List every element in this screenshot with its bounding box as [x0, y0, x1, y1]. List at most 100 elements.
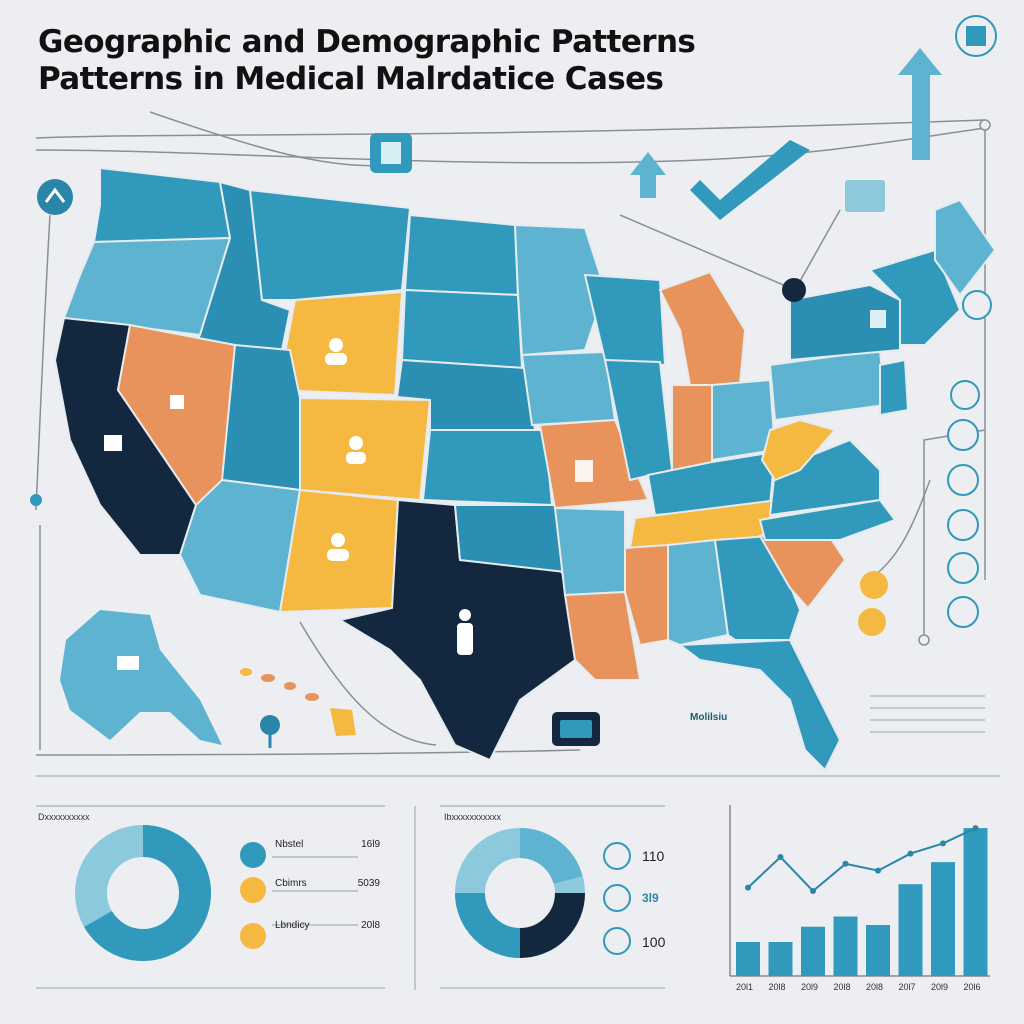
state-ks [421, 429, 554, 507]
legend-value: 16l9 [361, 839, 380, 850]
chat-icon [845, 180, 885, 212]
arrow-up-icon [37, 179, 73, 215]
checkmark-icon [690, 140, 810, 220]
alaska [60, 610, 222, 745]
warning-icon [240, 923, 266, 949]
state-ia [520, 350, 617, 427]
legend-value: 20l8 [361, 920, 380, 931]
xtick-label: 20l8 [833, 982, 851, 992]
bar-0 [736, 942, 760, 976]
arrow-up-icon [630, 152, 666, 198]
trend-point-0 [745, 884, 751, 891]
hawaii [240, 668, 356, 736]
legend-value: 100 [642, 934, 666, 950]
stethoscope-icon [240, 842, 266, 868]
bell-icon [603, 927, 631, 955]
xtick-label: 20l1 [736, 982, 754, 992]
coin-icon [860, 571, 888, 599]
location-dot [782, 278, 806, 302]
xtick-label: 20l9 [931, 982, 949, 992]
xtick-label: 20l6 [963, 982, 981, 992]
state-al [667, 538, 730, 647]
pill-icon [240, 877, 266, 903]
page-title: Geographic and Demographic Patterns Patt… [38, 24, 738, 98]
state-wv [760, 418, 837, 482]
map-markers [104, 278, 886, 746]
legend-icons-left [240, 842, 266, 949]
bar-5 [898, 884, 923, 976]
stethoscope-icon [950, 380, 980, 410]
legend-value: 5039 [357, 878, 380, 889]
xtick-label: 20l8 [768, 982, 786, 992]
decor-icons [30, 15, 997, 646]
legend-item: Lbndicy 20l8 [275, 920, 380, 931]
xtick-label: 20l8 [866, 982, 884, 992]
xtick-label: 20l7 [898, 982, 916, 992]
scale-icon [603, 884, 631, 912]
trend-point-3 [842, 860, 849, 867]
trend-point-4 [875, 867, 881, 874]
state-sd [400, 288, 524, 370]
medicine-icon [947, 464, 979, 496]
legend-label: Lbndicy [275, 920, 310, 931]
state-wi [583, 273, 667, 367]
map-label: Molilsiu [690, 712, 728, 723]
state-va [768, 438, 881, 517]
bar-3 [833, 916, 858, 976]
briefcase-icon [947, 509, 979, 541]
clipboard-icon [947, 552, 979, 584]
hospital-icon [104, 435, 122, 451]
building-icon [575, 460, 593, 482]
pin-icon [260, 715, 280, 748]
coin-icon [858, 608, 886, 636]
legend-icons-middle [603, 842, 631, 955]
state-wa [92, 166, 232, 244]
state-la [563, 590, 642, 681]
clipboard-icon [947, 596, 979, 628]
trend-point-2 [810, 888, 816, 894]
donut-chart-left [75, 825, 212, 961]
xtick-label: 20l9 [801, 982, 819, 992]
legend-label: Cbimrs [275, 878, 307, 889]
legend-value: 110 [642, 848, 665, 864]
bar-4 [866, 925, 890, 976]
syringe-icon [947, 419, 979, 451]
state-ms [624, 543, 669, 647]
doctor-icon [457, 609, 473, 655]
trend-point-7 [972, 825, 979, 832]
building-icon [170, 395, 184, 409]
bar-1 [768, 942, 793, 976]
trend-line [747, 827, 976, 893]
bar-6 [931, 862, 955, 976]
connector-lines [35, 111, 986, 756]
state-mi [658, 270, 747, 386]
panel-mid-caption: Ibxxxxxxxxxxx [444, 812, 502, 822]
arrow-up-icon [898, 48, 942, 160]
trend-point-5 [907, 850, 914, 857]
document-icon [962, 290, 992, 320]
dividers [36, 695, 1000, 990]
title-line-1: Geographic and Demographic Patterns [38, 24, 696, 60]
building-icon [870, 310, 886, 328]
bar-2 [801, 926, 825, 976]
legend-item: Nbstel 16l9 [275, 839, 380, 850]
bar-chart [729, 805, 990, 977]
state-mt [248, 188, 412, 301]
state-ky [646, 450, 777, 517]
state-nd [403, 213, 520, 297]
bar-7 [963, 828, 988, 976]
legend-item: Cbimrs 5039 [275, 878, 380, 889]
state-ar [553, 506, 626, 597]
state-mo [538, 418, 650, 510]
legend-label: Nbstel [275, 839, 304, 850]
state-me [934, 198, 997, 297]
person-icon [325, 338, 347, 365]
panel-left-caption: Dxxxxxxxxxx [38, 812, 90, 822]
state-nj [879, 358, 910, 417]
state-ok [453, 504, 567, 574]
person-icon [346, 436, 366, 464]
state-in [671, 384, 713, 477]
state-pa [768, 348, 887, 422]
donut-chart-middle [455, 828, 585, 958]
